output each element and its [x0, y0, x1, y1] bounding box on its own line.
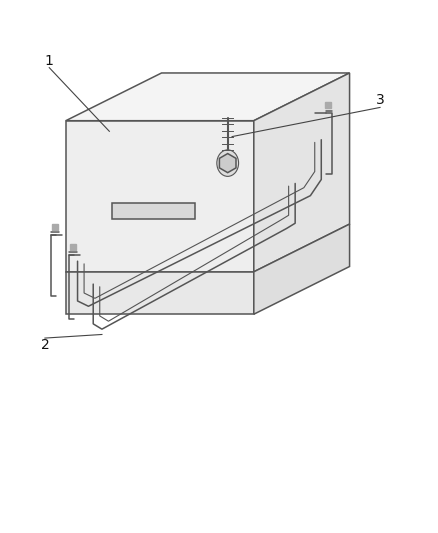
Polygon shape — [66, 120, 254, 272]
Polygon shape — [219, 154, 236, 173]
Polygon shape — [66, 272, 254, 314]
Text: 3: 3 — [376, 93, 385, 108]
Polygon shape — [113, 203, 195, 219]
Polygon shape — [254, 224, 350, 314]
Text: 2: 2 — [41, 338, 49, 352]
Polygon shape — [254, 73, 350, 272]
Polygon shape — [66, 73, 350, 120]
Circle shape — [217, 150, 239, 176]
Text: 1: 1 — [45, 54, 54, 68]
